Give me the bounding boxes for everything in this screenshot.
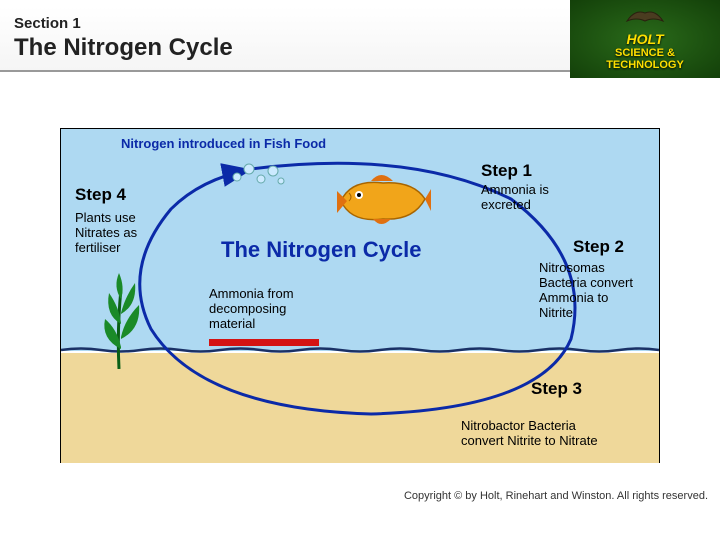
- fish-food-icon: [229, 157, 289, 192]
- logo-line-3: TECHNOLOGY: [606, 59, 684, 71]
- decomp-label: Ammonia from decomposing material: [209, 287, 294, 332]
- step2-name: Step 2: [573, 237, 624, 257]
- section-label: Section 1: [14, 15, 556, 32]
- fish-icon: [331, 171, 431, 236]
- decomposing-material-bar: [209, 339, 319, 346]
- eagle-icon: [606, 7, 684, 30]
- diagram-center-title: The Nitrogen Cycle: [221, 237, 421, 263]
- brand-logo: HOLT SCIENCE & TECHNOLOGY: [570, 0, 720, 78]
- step1-name: Step 1: [481, 161, 532, 181]
- copyright-footer: Copyright © by Holt, Rinehart and Winsto…: [404, 490, 708, 502]
- header: Section 1 The Nitrogen Cycle HOLT SCIENC…: [0, 0, 720, 78]
- page-title: The Nitrogen Cycle: [14, 34, 556, 62]
- step3-text: Nitrobactor Bacteria convert Nitrite to …: [461, 419, 598, 449]
- step3-name: Step 3: [531, 379, 582, 399]
- plant-icon: [91, 269, 151, 374]
- intro-label: Nitrogen introduced in Fish Food: [121, 137, 326, 152]
- nitrogen-cycle-diagram: Nitrogen introduced in Fish Food Step 1 …: [60, 128, 660, 463]
- logo-line-2: SCIENCE &: [606, 47, 684, 59]
- header-text-block: Section 1 The Nitrogen Cycle: [0, 7, 570, 72]
- step2-text: Nitrosomas Bacteria convert Ammonia to N…: [539, 261, 633, 321]
- logo-line-1: HOLT: [606, 32, 684, 47]
- content-area: Nitrogen introduced in Fish Food Step 1 …: [0, 78, 720, 508]
- step1-text: Ammonia is excreted: [481, 183, 549, 213]
- step4-name: Step 4: [75, 185, 126, 205]
- step4-text: Plants use Nitrates as fertiliser: [75, 211, 137, 256]
- logo-text: HOLT SCIENCE & TECHNOLOGY: [606, 7, 684, 72]
